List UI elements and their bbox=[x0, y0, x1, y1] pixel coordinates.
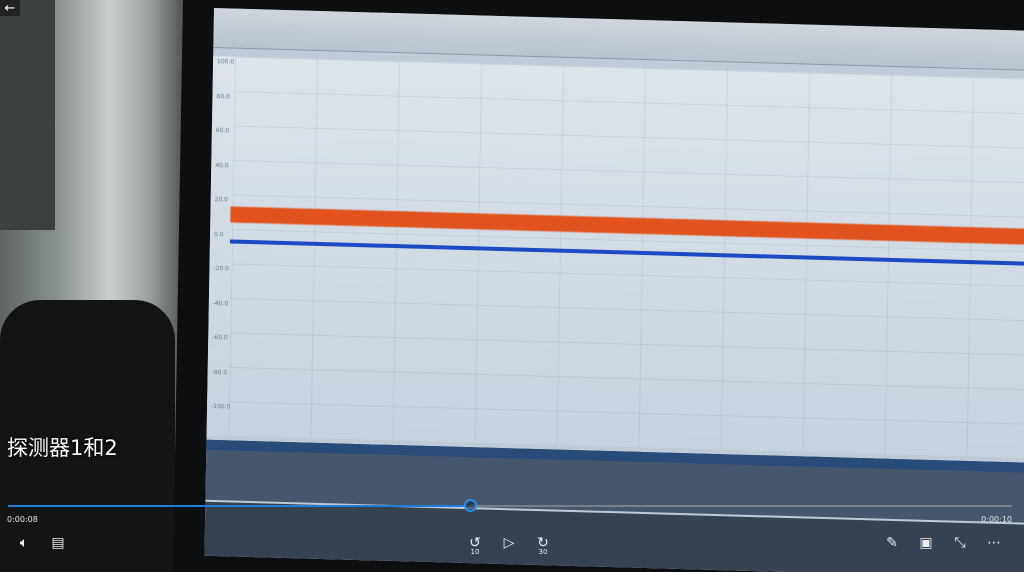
rewind-10-icon[interactable]: ↺ 10 bbox=[469, 535, 481, 556]
edit-pen-icon[interactable]: ✎ bbox=[886, 535, 898, 551]
more-options-icon[interactable]: ⋯ bbox=[987, 535, 1001, 551]
forward-30-icon[interactable]: ↻ 30 bbox=[537, 535, 549, 556]
seek-thumb[interactable] bbox=[463, 499, 477, 512]
duration: 0:00:10 bbox=[981, 515, 1012, 524]
forward-label: 30 bbox=[538, 548, 548, 556]
seek-bar-progress bbox=[8, 505, 470, 507]
back-arrow-icon[interactable]: ← bbox=[0, 0, 20, 16]
seek-bar[interactable] bbox=[8, 499, 1012, 512]
subtitles-icon[interactable]: ▤ bbox=[51, 535, 65, 551]
chair bbox=[0, 300, 175, 572]
window-frame bbox=[0, 0, 55, 230]
video-title: 探测器1和2 bbox=[7, 436, 118, 460]
exit-fullscreen-icon[interactable]: ⤡ bbox=[954, 535, 966, 551]
volume-icon[interactable]: 🔈︎ bbox=[19, 535, 29, 551]
play-icon[interactable]: ▷ bbox=[503, 535, 515, 551]
mini-player-icon[interactable]: ▣ bbox=[919, 535, 933, 551]
current-time: 0:00:08 bbox=[7, 515, 38, 524]
rewind-label: 10 bbox=[470, 548, 480, 556]
